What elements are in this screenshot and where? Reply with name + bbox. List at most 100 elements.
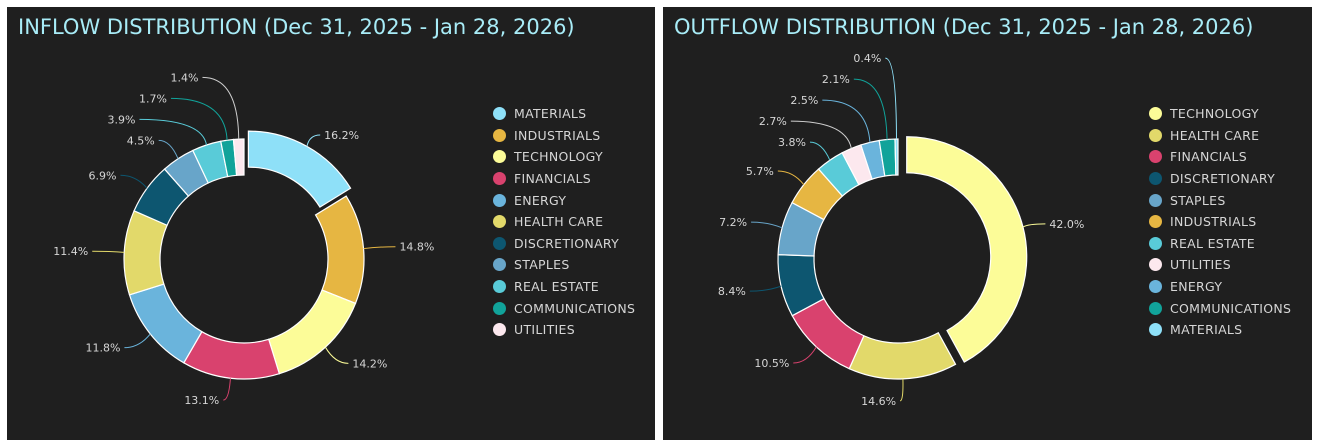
- leader-line: [324, 346, 349, 364]
- leader-line: [120, 174, 148, 189]
- data-label: 3.8%: [778, 136, 806, 149]
- legend-label: MATERIALS: [1170, 322, 1243, 338]
- legend-item[interactable]: STAPLES: [1149, 189, 1291, 211]
- leader-line: [124, 333, 151, 349]
- inflow-donut-chart: 16.2% 14.8% 14.2% 13.1% 11.8% 11.4% 6.9% 4.5% 3.…: [53, 71, 434, 407]
- donut-slice-energy[interactable]: [128, 283, 203, 364]
- legend-item[interactable]: FINANCIALS: [493, 168, 635, 190]
- legend-item[interactable]: MATERIALS: [493, 103, 635, 125]
- legend-label: COMMUNICATIONS: [1170, 300, 1292, 316]
- leader-line: [92, 250, 125, 253]
- legend-label: REAL ESTATE: [1170, 235, 1255, 251]
- legend-swatch: [493, 236, 506, 250]
- legend-label: COMMUNICATIONS: [514, 300, 636, 316]
- inflow-title: INFLOW DISTRIBUTION (Dec 31, 2025 - Jan …: [18, 15, 575, 39]
- data-label: 14.2%: [352, 357, 387, 370]
- leader-line: [793, 346, 817, 364]
- legend-label: ENERGY: [1170, 279, 1223, 295]
- leader-line: [885, 57, 897, 140]
- data-label: 1.4%: [171, 71, 199, 84]
- legend-item[interactable]: COMMUNICATIONS: [1149, 297, 1291, 319]
- leader-line: [822, 99, 871, 143]
- legend-swatch: [493, 107, 506, 121]
- donut-slice-materials[interactable]: [247, 130, 352, 208]
- legend-item[interactable]: DISCRETIONARY: [1149, 168, 1291, 190]
- legend-item[interactable]: REAL ESTATE: [493, 276, 635, 298]
- data-label: 2.5%: [790, 94, 818, 107]
- data-label: 4.5%: [127, 134, 155, 147]
- donut-slice-industrials[interactable]: [314, 195, 365, 305]
- legend-item[interactable]: ENERGY: [493, 189, 635, 211]
- outflow-title: OUTFLOW DISTRIBUTION (Dec 31, 2025 - Jan…: [674, 15, 1254, 39]
- legend-label: FINANCIALS: [514, 171, 591, 187]
- legend-swatch: [1149, 323, 1162, 337]
- legend-item[interactable]: HEALTH CARE: [1149, 125, 1291, 147]
- legend-item[interactable]: TECHNOLOGY: [1149, 103, 1291, 125]
- legend-label: INDUSTRIALS: [1170, 214, 1257, 230]
- legend-swatch: [493, 301, 506, 315]
- donut-slice-technology[interactable]: [267, 289, 357, 375]
- inflow-panel: INFLOW DISTRIBUTION (Dec 31, 2025 - Jan …: [7, 7, 655, 440]
- data-label: 42.0%: [1049, 218, 1084, 231]
- legend-item[interactable]: STAPLES: [493, 254, 635, 276]
- legend-swatch: [1149, 236, 1162, 250]
- legend-label: HEALTH CARE: [514, 214, 604, 230]
- donut-slice-technology[interactable]: [906, 136, 1028, 363]
- leader-line: [170, 97, 228, 141]
- legend-label: INDUSTRIALS: [514, 127, 601, 143]
- legend-item[interactable]: MATERIALS: [1149, 319, 1291, 341]
- legend-label: TECHNOLOGY: [514, 149, 603, 165]
- data-label: 5.7%: [746, 165, 774, 178]
- legend-label: UTILITIES: [1170, 257, 1231, 273]
- legend-swatch: [1149, 172, 1162, 186]
- legend-swatch: [493, 280, 506, 294]
- legend-item[interactable]: REAL ESTATE: [1149, 233, 1291, 255]
- legend-label: MATERIALS: [514, 106, 587, 122]
- data-label: 1.7%: [139, 92, 167, 105]
- donut-slice-materials[interactable]: [894, 138, 899, 176]
- legend-item[interactable]: COMMUNICATIONS: [493, 297, 635, 319]
- legend-swatch: [1149, 301, 1162, 315]
- leader-line: [777, 170, 805, 185]
- leader-line: [223, 378, 231, 401]
- legend-item[interactable]: DISCRETIONARY: [493, 233, 635, 255]
- legend-item[interactable]: INDUSTRIALS: [1149, 211, 1291, 233]
- data-label: 14.6%: [861, 395, 896, 408]
- outflow-legend: TECHNOLOGY HEALTH CARE FINANCIALS DISCRETIO…: [1149, 103, 1291, 341]
- donut-slice-health-care[interactable]: [123, 209, 168, 296]
- legend-item[interactable]: ENERGY: [1149, 276, 1291, 298]
- data-label: 2.1%: [822, 73, 850, 86]
- data-label: 11.8%: [85, 342, 120, 355]
- leader-line: [363, 246, 396, 250]
- inflow-legend: MATERIALS INDUSTRIALS TECHNOLOGY FINANCIALS…: [493, 103, 635, 341]
- leader-line: [899, 378, 904, 402]
- leader-line: [749, 285, 782, 292]
- legend-item[interactable]: HEALTH CARE: [493, 211, 635, 233]
- legend-swatch: [493, 150, 506, 164]
- outflow-panel: OUTFLOW DISTRIBUTION (Dec 31, 2025 - Jan…: [663, 7, 1312, 440]
- legend-item[interactable]: UTILITIES: [1149, 254, 1291, 276]
- data-label: 7.2%: [719, 216, 747, 229]
- data-label: 11.4%: [53, 245, 88, 258]
- legend-swatch: [1149, 150, 1162, 164]
- leader-line: [1022, 223, 1046, 228]
- legend-item[interactable]: FINANCIALS: [1149, 146, 1291, 168]
- legend-swatch: [1149, 107, 1162, 121]
- legend-item[interactable]: INDUSTRIALS: [493, 125, 635, 147]
- legend-label: FINANCIALS: [1170, 149, 1247, 165]
- leader-line: [751, 221, 783, 229]
- legend-item[interactable]: TECHNOLOGY: [493, 146, 635, 168]
- legend-label: DISCRETIONARY: [514, 235, 620, 251]
- data-label: 14.8%: [399, 241, 434, 254]
- legend-item[interactable]: UTILITIES: [493, 319, 635, 341]
- donut-slice-utilities[interactable]: [232, 138, 245, 176]
- legend-swatch: [1149, 280, 1162, 294]
- legend-swatch: [1149, 258, 1162, 272]
- legend-swatch: [493, 323, 506, 337]
- data-label: 6.9%: [89, 169, 117, 182]
- donut-slice-health-care[interactable]: [848, 331, 957, 380]
- legend-label: REAL ESTATE: [514, 279, 599, 295]
- legend-label: HEALTH CARE: [1170, 127, 1260, 143]
- legend-swatch: [493, 258, 506, 272]
- legend-label: ENERGY: [514, 192, 567, 208]
